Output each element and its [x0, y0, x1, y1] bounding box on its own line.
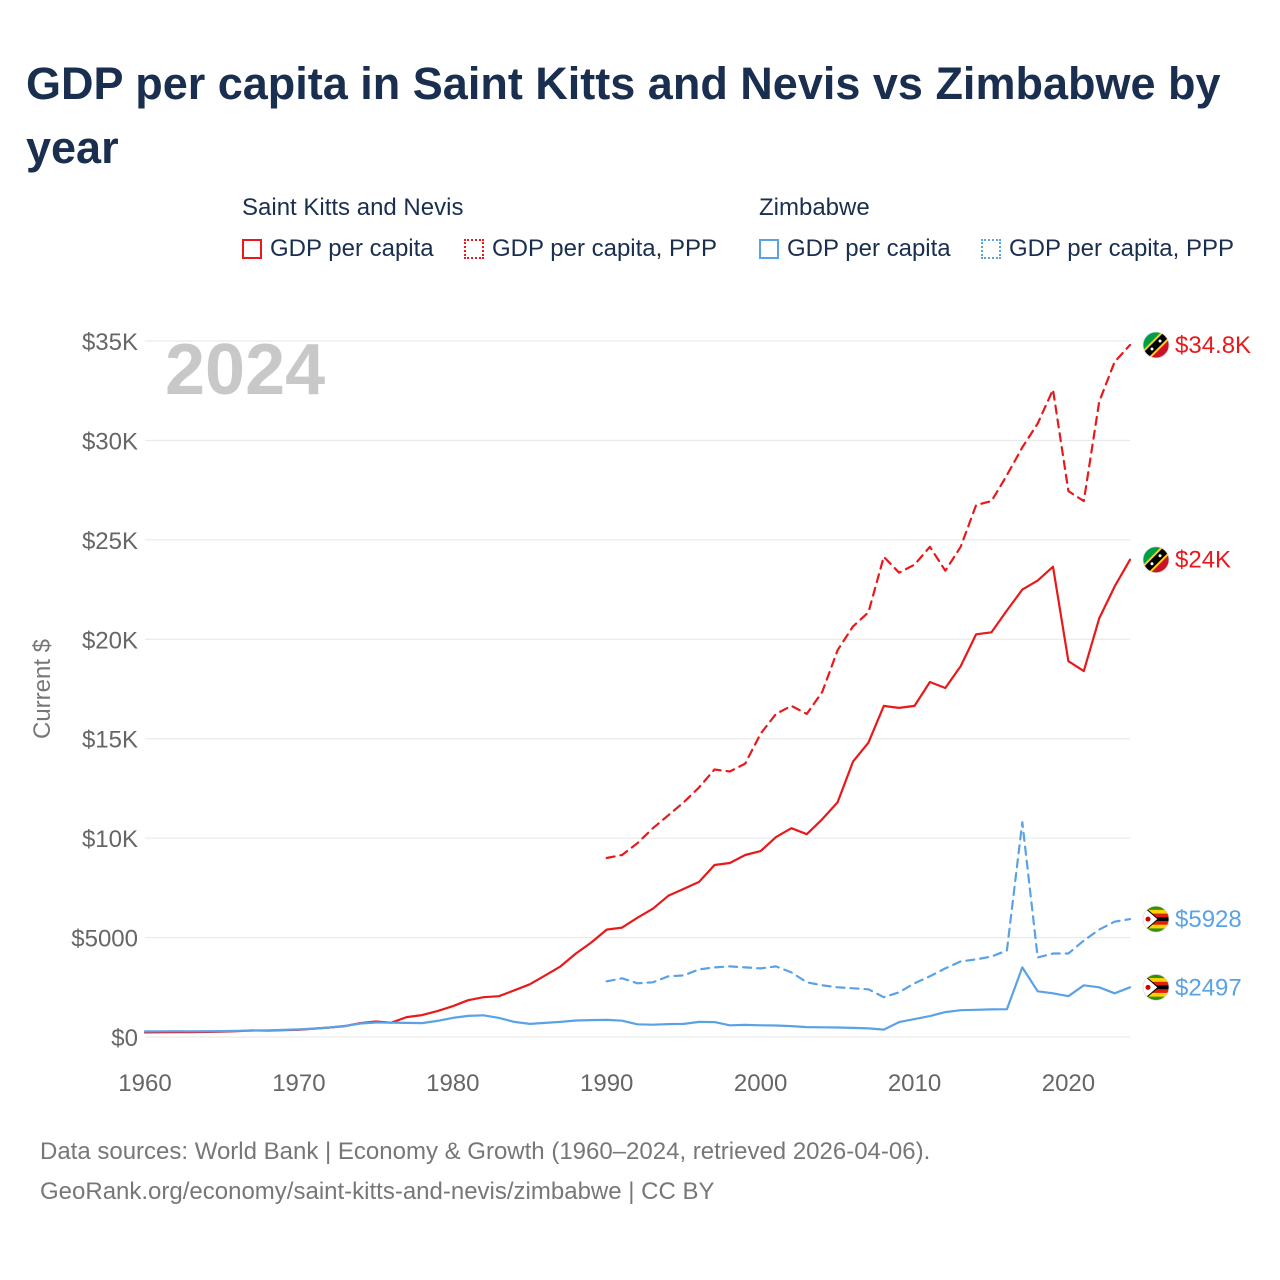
legend-swatch-dotted: [981, 239, 1001, 259]
x-tick-label: 2020: [1042, 1070, 1095, 1097]
y-tick-label: $10K: [82, 826, 138, 853]
x-tick-label: 1980: [426, 1070, 479, 1097]
chart-title: GDP per capita in Saint Kitts and Nevis …: [26, 58, 1221, 173]
y-tick-label: $0: [111, 1025, 138, 1052]
legend-item-zw-gdp-ppp[interactable]: GDP per capita, PPP: [981, 235, 1234, 263]
series-end-label: $24K: [1175, 547, 1231, 574]
legend-group-title-saint-kitts: Saint Kitts and Nevis: [242, 194, 464, 221]
y-tick-label: $5000: [71, 926, 138, 953]
y-tick-label: $20K: [82, 627, 138, 654]
legend-swatch-solid: [242, 239, 262, 259]
x-tick-label: 1960: [118, 1070, 171, 1097]
saint-kitts-flag-icon: [1142, 546, 1170, 574]
series-line-4[interactable]: [605, 821, 1132, 999]
saint-kitts-flag-icon: [1142, 331, 1170, 359]
source-line-1: Data sources: World Bank | Economy & Gro…: [40, 1138, 931, 1165]
zimbabwe-flag-icon: [1142, 973, 1170, 1001]
series-line-2[interactable]: [605, 343, 1132, 860]
year-watermark: 2024: [165, 330, 325, 410]
zimbabwe-flag-icon: [1142, 905, 1170, 933]
y-tick-label: $25K: [82, 528, 138, 555]
x-tick-label: 1990: [580, 1070, 633, 1097]
series-line-1[interactable]: [143, 558, 1132, 1034]
y-tick-label: $30K: [82, 428, 138, 455]
y-axis-label: Current $: [29, 639, 56, 739]
x-tick-label: 1970: [272, 1070, 325, 1097]
legend-item-skn-gdp[interactable]: GDP per capita: [242, 235, 434, 263]
legend-item-zw-gdp[interactable]: GDP per capita: [759, 235, 951, 263]
y-tick-label: $15K: [82, 727, 138, 754]
y-tick-label: $35K: [82, 329, 138, 356]
series-end-label: $34.8K: [1175, 332, 1251, 359]
x-tick-label: 2010: [888, 1070, 941, 1097]
legend-label: GDP per capita: [270, 235, 434, 262]
source-line-2[interactable]: GeoRank.org/economy/saint-kitts-and-nevi…: [40, 1178, 715, 1205]
x-tick-label: 2000: [734, 1070, 787, 1097]
legend-swatch-dotted: [464, 239, 484, 259]
series-end-label: $5928: [1175, 906, 1242, 933]
legend-item-skn-gdp-ppp[interactable]: GDP per capita, PPP: [464, 235, 717, 263]
legend-swatch-solid: [759, 239, 779, 259]
legend-label: GDP per capita: [787, 235, 951, 262]
legend-group-title-zimbabwe: Zimbabwe: [759, 194, 870, 221]
legend-label: GDP per capita, PPP: [1009, 235, 1234, 262]
series-end-label: $2497: [1175, 974, 1242, 1001]
series-line-3[interactable]: [143, 966, 1132, 1033]
legend-label: GDP per capita, PPP: [492, 235, 717, 262]
